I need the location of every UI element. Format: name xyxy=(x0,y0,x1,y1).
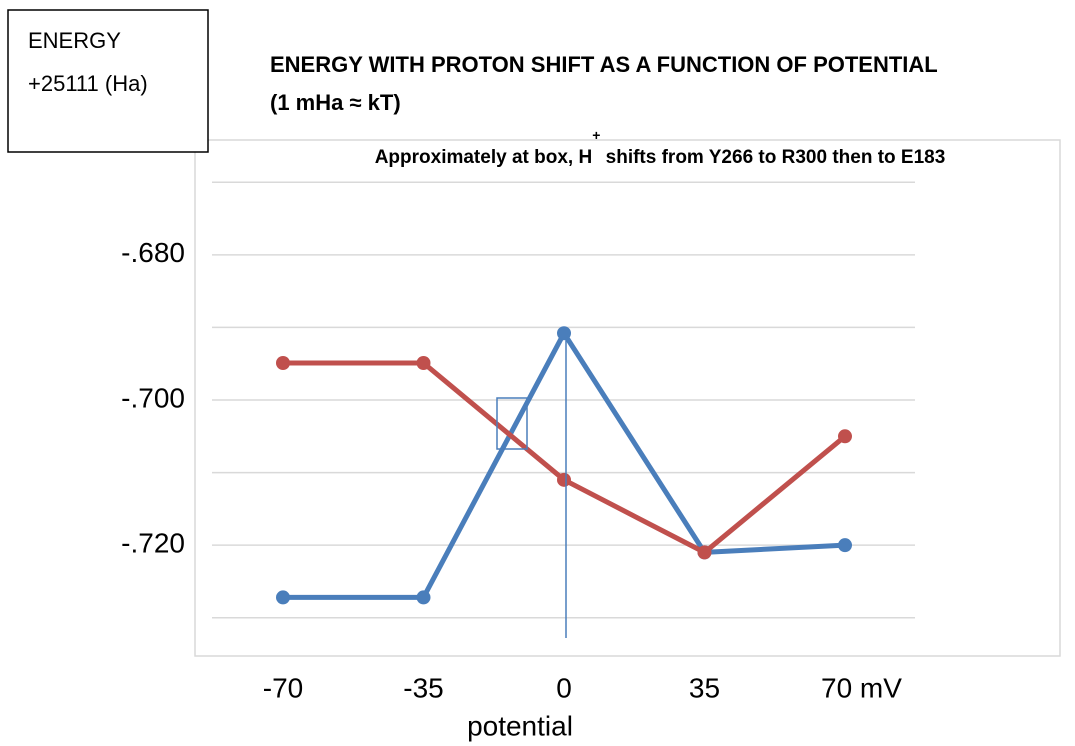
chart-title: (1 mHa ≈ kT) xyxy=(270,90,401,115)
data-point xyxy=(416,355,431,370)
chart-subtitle: Approximately at box, H + shifts from Y26… xyxy=(375,127,946,168)
x-tick-label: -70 xyxy=(263,672,303,703)
y-label-line: +25111 (Ha) xyxy=(28,71,148,96)
grid xyxy=(212,181,915,619)
data-point xyxy=(276,355,290,370)
data-point xyxy=(416,590,431,605)
x-tick-label: 70 mV xyxy=(821,672,902,703)
series-layer xyxy=(276,326,852,605)
series-line xyxy=(283,360,847,555)
data-point xyxy=(838,538,852,553)
subtitle-part: shifts from Y266 to R300 then to E183 xyxy=(600,147,945,168)
chart-title: ENERGY WITH PROTON SHIFT AS A FUNCTION O… xyxy=(270,52,938,77)
y-label-line: ENERGY xyxy=(28,28,121,53)
y-tick-label: -.700 xyxy=(121,382,185,413)
x-tick-label: 35 xyxy=(689,672,720,703)
subtitle-part: Approximately at box, H xyxy=(375,147,593,168)
series-line xyxy=(283,330,846,600)
y-tick-label: -.720 xyxy=(121,528,185,559)
y-tick-label: -.680 xyxy=(121,237,185,268)
annotation-box xyxy=(496,397,528,450)
data-point xyxy=(697,545,712,560)
data-point xyxy=(557,326,571,341)
data-point xyxy=(276,590,290,605)
data-point xyxy=(838,429,852,444)
y-label-box xyxy=(7,9,209,153)
plot-frame xyxy=(194,139,1061,657)
x-tick-label: 0 xyxy=(556,672,572,703)
data-point xyxy=(557,472,571,487)
subtitle-superscript: + xyxy=(592,127,600,143)
x-tick-label: -35 xyxy=(403,672,443,703)
x-axis-label: potential xyxy=(467,710,573,741)
